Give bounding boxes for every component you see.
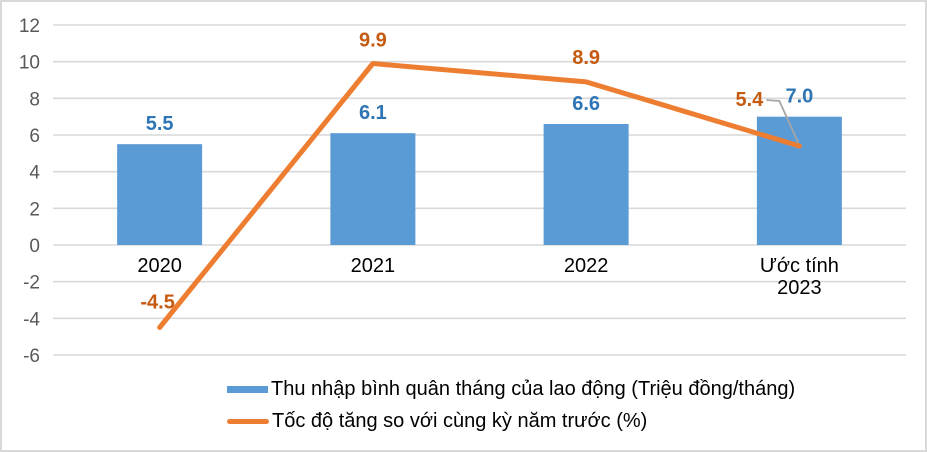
y-tick-label: 4: [29, 163, 40, 184]
y-tick-label: -6: [23, 346, 40, 367]
y-tick-label: 12: [19, 16, 40, 37]
line-value-label: -4.5: [140, 292, 174, 314]
growth-line: [157, 61, 802, 330]
legend-label-growth: Tốc độ tăng so với cùng kỳ năm trước (%): [272, 410, 648, 432]
x-category-label: Ước tính: [760, 255, 839, 277]
legend-label-income: Thu nhập bình quân tháng của lao động (T…: [271, 378, 796, 400]
bar-value-label: 6.1: [359, 102, 387, 124]
legend: Thu nhập bình quân tháng của lao động (T…: [227, 379, 795, 432]
x-category-label: 2021: [351, 255, 396, 277]
y-tick-label: 6: [29, 126, 40, 147]
x-category-label: 2023: [777, 277, 822, 299]
y-tick-label: 8: [29, 89, 40, 110]
line-value-label: 5.4: [735, 89, 764, 111]
x-category-label: 2022: [564, 255, 609, 277]
line-value-label: 9.9: [359, 30, 387, 52]
x-category-label: 2020: [137, 255, 182, 277]
line-value-label: 8.9: [572, 47, 600, 69]
bar-value-label: 6.6: [572, 93, 600, 115]
line-series-swatch-icon: [227, 419, 269, 424]
legend-item-growth: Tốc độ tăng so với cùng kỳ năm trước (%): [227, 411, 795, 432]
y-tick-label: 10: [19, 53, 40, 74]
y-tick-label: -4: [23, 309, 40, 330]
bar-series-swatch-icon: [227, 386, 268, 393]
legend-item-income: Thu nhập bình quân tháng của lao động (T…: [227, 379, 795, 400]
bar-2022: [543, 124, 629, 245]
y-tick-label: 0: [29, 236, 40, 257]
bar-2021: [330, 133, 416, 245]
y-tick-label: -2: [23, 273, 40, 294]
bar-2020: [117, 144, 203, 245]
bar-value-label: 5.5: [146, 113, 174, 135]
label-leader-line: [766, 99, 800, 144]
y-tick-label: 2: [29, 199, 40, 220]
bar-value-label: 7.0: [785, 86, 813, 108]
